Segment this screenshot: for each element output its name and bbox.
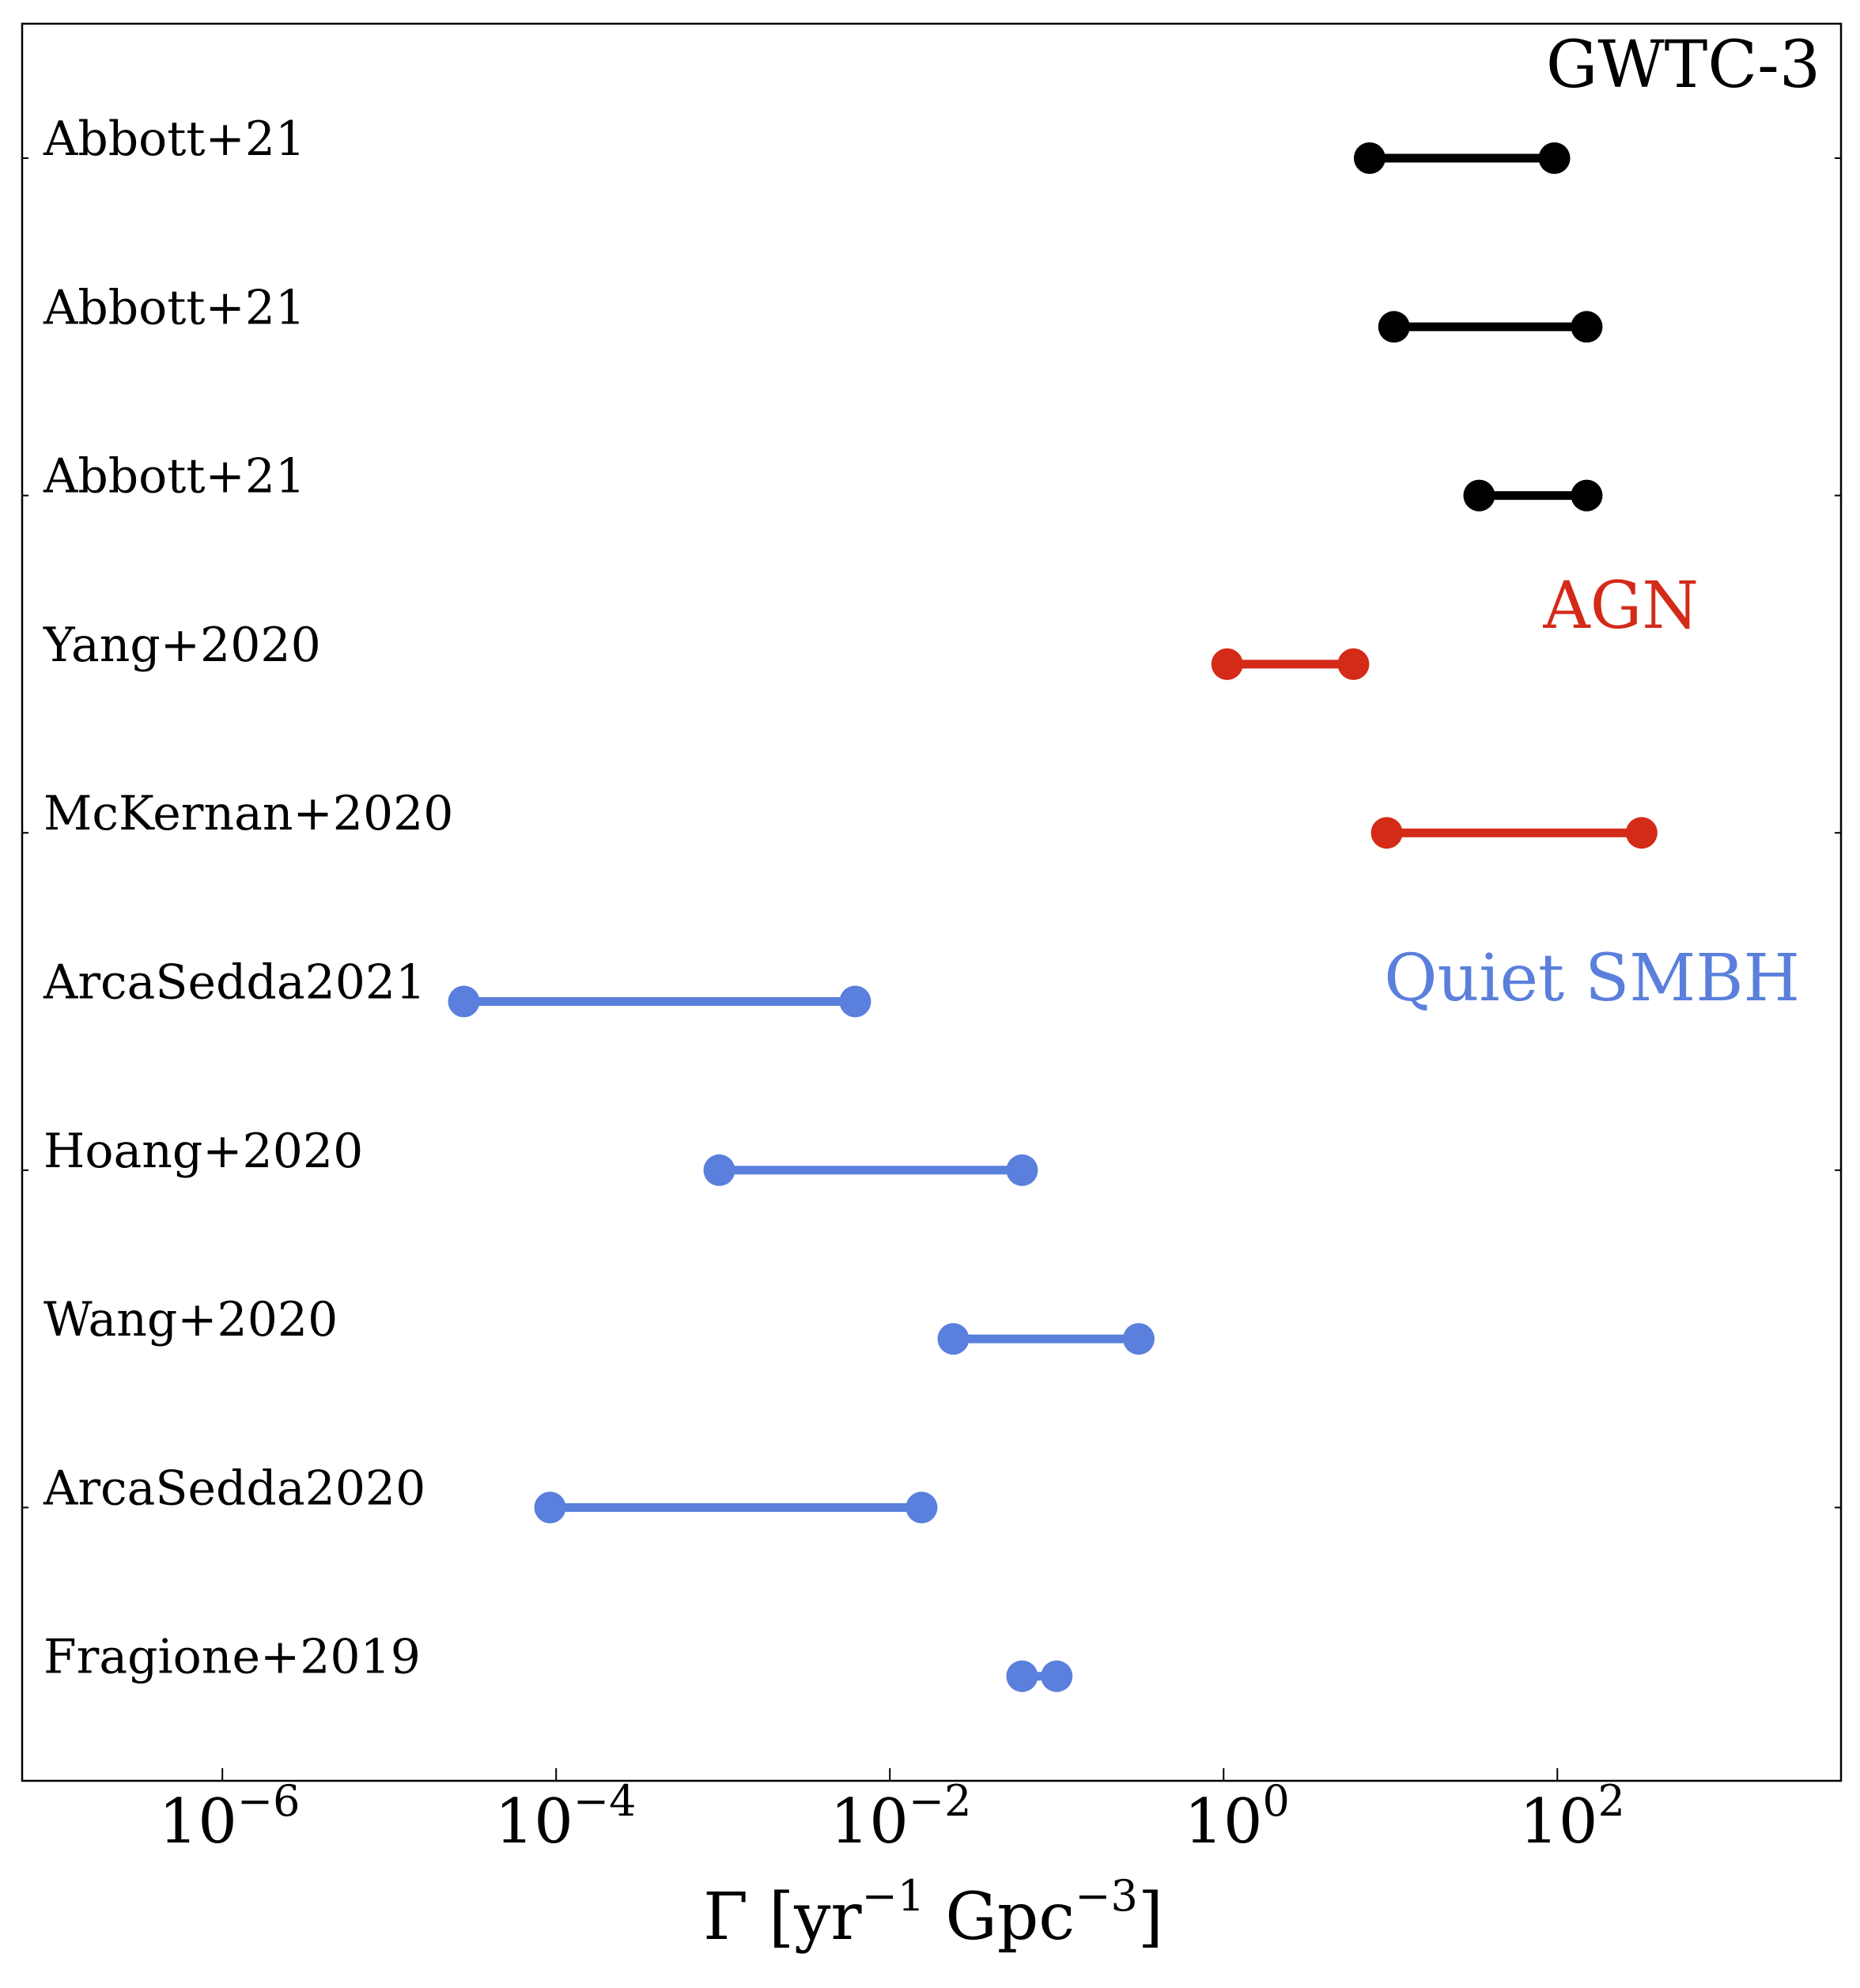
x-tick-label: 100 xyxy=(1184,1776,1290,1858)
row-label: McKernan+2020 xyxy=(43,786,453,841)
row-label: Hoang+2020 xyxy=(43,1124,363,1179)
range-low-marker xyxy=(937,1323,970,1355)
range-high-marker xyxy=(1538,142,1571,174)
range-low-marker xyxy=(1211,648,1243,680)
range-high-marker xyxy=(839,985,871,1018)
row-label: Fragione+2019 xyxy=(43,1630,421,1685)
row-label: Yang+2020 xyxy=(43,618,321,673)
row-label: Abbott+21 xyxy=(43,111,305,167)
row-ticks xyxy=(22,157,1841,1509)
row-label: ArcaSedda2020 xyxy=(43,1461,425,1516)
range-high-marker xyxy=(1625,817,1658,849)
range-high-marker xyxy=(905,1491,938,1524)
x-tick-label: 10−6 xyxy=(159,1776,301,1858)
range-low-marker xyxy=(1463,479,1495,512)
group-label-gwtc3: GWTC-3 xyxy=(1546,28,1820,103)
x-tick-label: 102 xyxy=(1519,1776,1625,1858)
range-low-marker xyxy=(448,985,480,1018)
range-high-marker xyxy=(1122,1323,1155,1355)
x-tick-label: 10−4 xyxy=(495,1776,637,1858)
group-label-agn: AGN xyxy=(1543,569,1699,644)
range-high-marker xyxy=(1337,648,1370,680)
x-axis-label: Γ [yr−1 Gpc−3] xyxy=(703,1871,1163,1955)
row-label: Wang+2020 xyxy=(43,1292,338,1347)
range-high-marker xyxy=(1571,311,1603,343)
range-low-marker xyxy=(703,1154,735,1186)
row-label: Abbott+21 xyxy=(43,280,305,335)
x-tick-label: 10−2 xyxy=(830,1776,972,1858)
x-tick-labels: 10−6 10−4 10−2 100 102 xyxy=(159,1776,1625,1858)
range-low-marker xyxy=(534,1491,566,1524)
range-low-marker xyxy=(1006,1660,1038,1692)
range-low-marker xyxy=(1378,311,1410,343)
plot-frame xyxy=(21,22,1843,1782)
range-low-marker xyxy=(1353,142,1386,174)
range-low-marker xyxy=(1370,817,1403,849)
range-high-marker xyxy=(1006,1154,1038,1186)
group-label-quiet-smbh: Quiet SMBH xyxy=(1384,941,1800,1016)
data-rows: Abbott+21 Abbott+21 Abbott+21 Yang+2020 McKe… xyxy=(43,111,1658,1692)
x-ticks xyxy=(221,1768,1559,1781)
range-high-marker xyxy=(1041,1660,1073,1692)
range-high-marker xyxy=(1571,479,1603,512)
row-label: ArcaSedda2021 xyxy=(43,955,425,1011)
row-label: Abbott+21 xyxy=(43,449,305,505)
